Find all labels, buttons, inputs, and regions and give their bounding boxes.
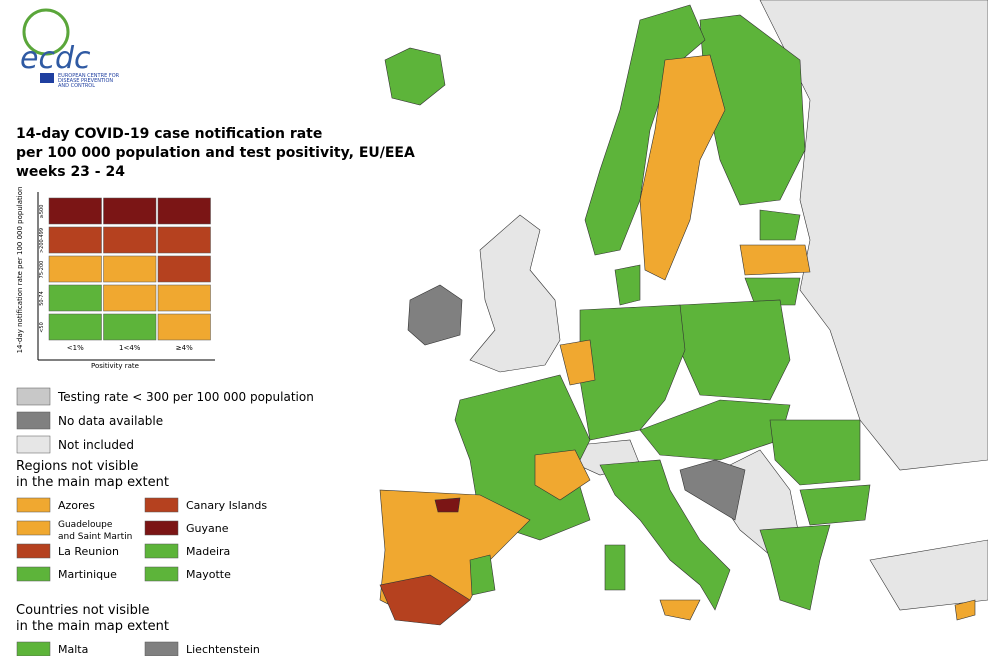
italy	[599, 459, 731, 611]
sardinia	[604, 544, 626, 591]
matrix-x-label: Positivity rate	[91, 362, 139, 370]
matrix-y-label: 14-day notification rate per 100 000 pop…	[16, 187, 24, 354]
denmark	[614, 264, 641, 306]
section-heading: Countries not visible	[16, 603, 149, 618]
matrix-col-label: <1%	[67, 344, 84, 352]
legend-swatch	[16, 497, 51, 513]
estonia	[759, 209, 801, 241]
matrix-col-label: 1<4%	[119, 344, 141, 352]
legend-label: Liechtenstein	[186, 643, 260, 656]
central	[639, 399, 791, 461]
ireland	[407, 284, 463, 346]
legend-label: Madeira	[186, 545, 230, 558]
matrix-cell	[48, 313, 102, 341]
legend-label: Martinique	[58, 568, 117, 581]
legend-label: Guadeloupe	[58, 520, 113, 530]
logo-org: EUROPEAN CENTRE FOR	[58, 73, 120, 79]
legend-swatch	[144, 543, 179, 559]
legend-label: Azores	[58, 499, 95, 512]
legend-swatch	[16, 543, 51, 559]
matrix-cell	[157, 197, 211, 225]
title: per 100 000 population and test positivi…	[16, 145, 415, 161]
legend-label: Malta	[58, 643, 88, 656]
latvia	[739, 244, 811, 276]
legend-swatch	[16, 387, 51, 406]
legend-swatch	[16, 435, 51, 454]
bulgaria	[799, 484, 871, 526]
logo-org: DISEASE PREVENTION	[58, 78, 113, 84]
iceland	[384, 47, 446, 106]
matrix-cell	[157, 255, 211, 283]
matrix-cell	[103, 284, 157, 312]
legend-panel: ecdc EUROPEAN CENTRE FOR DISEASE PREVENT…	[16, 8, 415, 370]
benelux	[559, 339, 596, 386]
matrix-cell	[103, 255, 157, 283]
andalusia	[379, 574, 471, 626]
matrix-row-label: 75-200	[39, 261, 45, 279]
turkey	[869, 539, 988, 611]
legend-label: No data available	[58, 414, 163, 428]
eu-flag	[40, 73, 54, 83]
lithuania	[744, 277, 801, 306]
sicily	[659, 599, 701, 621]
matrix-row-label: ≥500	[39, 205, 45, 219]
legend-swatch	[144, 566, 179, 582]
legend-label: Guyane	[186, 522, 229, 535]
legend-label: Testing rate < 300 per 100 000 populatio…	[57, 390, 314, 404]
legend-swatch	[16, 520, 51, 536]
matrix-cell	[157, 284, 211, 312]
legend-swatch	[16, 411, 51, 430]
matrix-cell	[48, 197, 102, 225]
legend-label: Not included	[58, 438, 134, 452]
matrix-cell	[157, 313, 211, 341]
legend-swatch	[144, 641, 179, 656]
logo-globe	[22, 8, 70, 56]
valencia	[469, 554, 496, 596]
non-eu-east	[759, 0, 988, 471]
matrix-cell	[103, 226, 157, 254]
uk	[469, 214, 561, 373]
germany	[579, 304, 686, 441]
sweden	[639, 54, 726, 281]
matrix-cell	[103, 197, 157, 225]
matrix-cell	[48, 255, 102, 283]
legend-label: La Reunion	[58, 545, 119, 558]
section-heading: in the main map extent	[16, 475, 169, 490]
logo-name: ecdc	[20, 41, 91, 76]
france	[454, 374, 591, 541]
title: weeks 23 - 24	[16, 164, 125, 180]
france-region	[534, 449, 591, 501]
matrix-cell	[48, 284, 102, 312]
croatia	[679, 459, 746, 521]
logo-org: AND CONTROL	[58, 83, 95, 89]
title: 14-day COVID-19 case notification rate	[16, 126, 322, 142]
legend-swatch	[16, 566, 51, 582]
matrix-row-label: <50	[39, 322, 45, 333]
section-heading: Regions not visible	[16, 459, 138, 474]
legend-swatch	[144, 497, 179, 513]
legend-label: Mayotte	[186, 568, 231, 581]
legend-label: and Saint Martin	[58, 532, 132, 542]
norway	[584, 4, 706, 256]
legend-swatch	[144, 520, 179, 536]
legend-label: Canary Islands	[186, 499, 267, 512]
matrix-row-label: 50-74	[39, 291, 45, 306]
greece	[759, 524, 831, 611]
cyprus	[954, 599, 976, 621]
navarra	[434, 497, 461, 513]
matrix-col-label: ≥4%	[176, 344, 193, 352]
section-heading: in the main map extent	[16, 619, 169, 634]
matrix-cell	[48, 226, 102, 254]
poland	[679, 299, 791, 401]
matrix-cell	[103, 313, 157, 341]
map	[379, 0, 988, 626]
romania	[769, 419, 861, 486]
legend-swatch	[16, 641, 51, 656]
matrix-cell	[157, 226, 211, 254]
matrix-row-label: >200-499	[39, 228, 45, 253]
